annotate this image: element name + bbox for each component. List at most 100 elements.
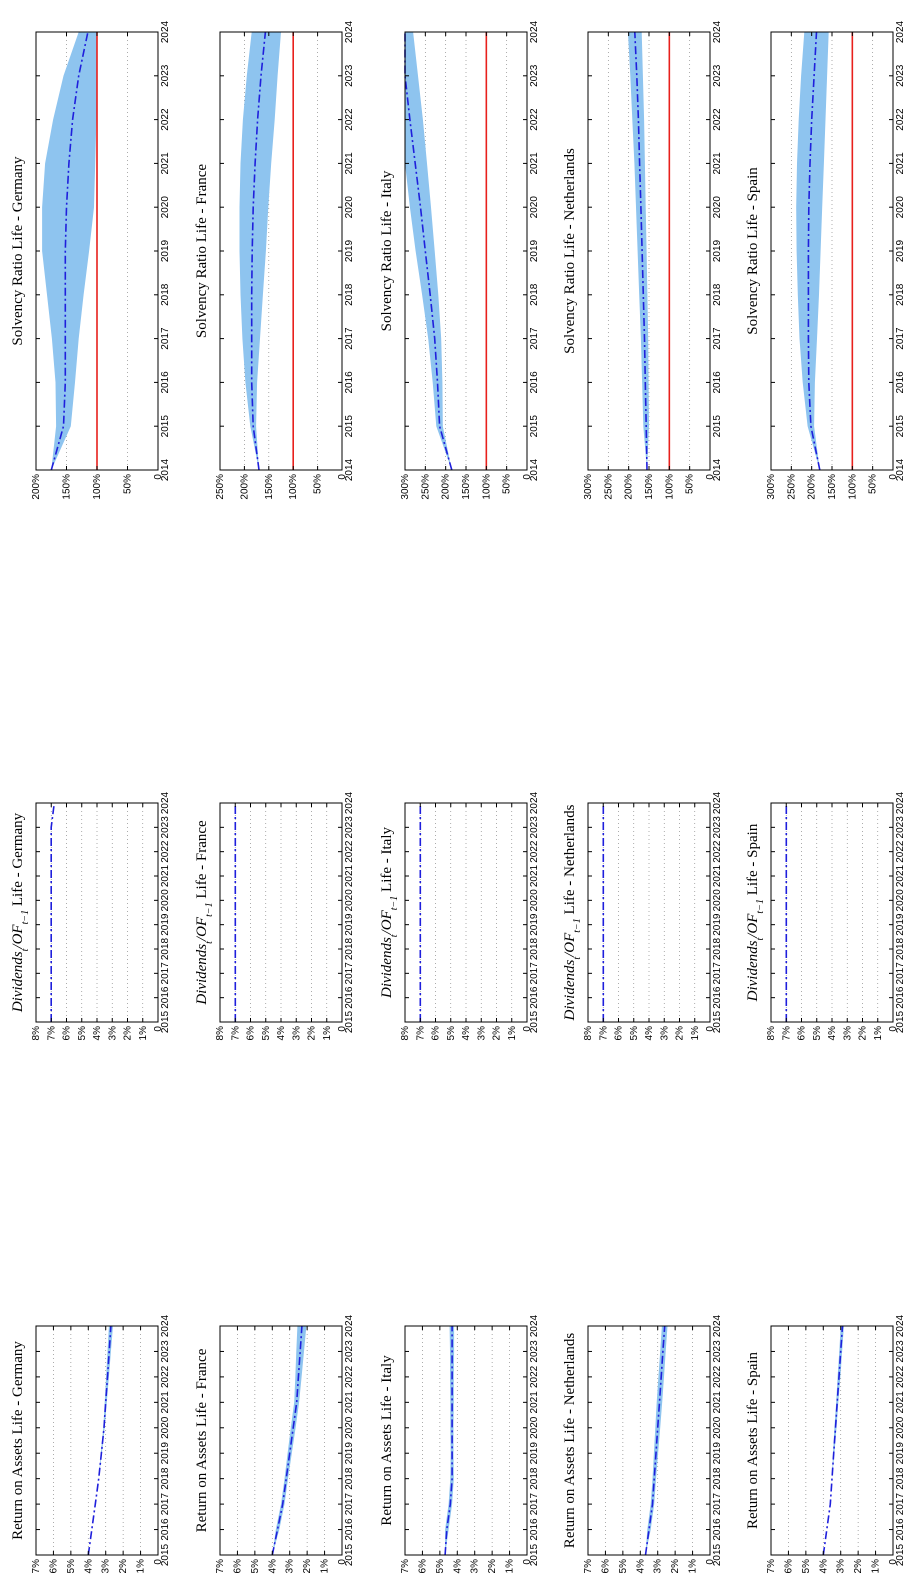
x-tick-label: 2022 [529, 1365, 540, 1388]
chart-title: Solvency Ratio Life - Italy [379, 170, 395, 331]
plot-frame [770, 1325, 894, 1556]
x-tick-label: 2022 [344, 1365, 355, 1388]
chart-title: Return on Assets Life - France [194, 1348, 210, 1532]
y-tick-label: 2% [675, 1026, 686, 1041]
x-tick-label: 2019 [344, 913, 355, 936]
y-tick-label: 3% [285, 1559, 296, 1574]
x-tick-label: 2022 [529, 840, 540, 863]
x-tick-label: 2023 [895, 816, 906, 839]
x-tick-label: 2021 [529, 864, 540, 887]
y-tick-label: 4% [452, 1559, 463, 1574]
x-tick-label: 2017 [895, 962, 906, 985]
y-tick-label: 8% [215, 1026, 226, 1041]
x-tick-label: 2015 [895, 1010, 906, 1033]
x-tick-label: 2022 [712, 108, 723, 131]
y-tick-label: 50% [502, 474, 513, 494]
x-tick-label: 2021 [529, 152, 540, 175]
y-tick-label: 5% [77, 1026, 88, 1041]
y-tick-label: 7% [215, 1559, 226, 1574]
x-tick-label: 2016 [344, 986, 355, 1009]
y-tick-label: 4% [635, 1559, 646, 1574]
y-tick-label: 6% [246, 1026, 257, 1041]
x-tick-label: 2020 [895, 196, 906, 219]
x-tick-label: 2015 [344, 415, 355, 438]
confidence-band [796, 32, 829, 470]
chart-panel-14: 2014 2015 2016 2017 2018 2019 2020 2021 2022 2023… [745, 20, 906, 499]
chart-panel-4: 2015 2016 2017 2018 2019 2020 2021 2022 2023 2024… [745, 1314, 906, 1573]
x-tick-label: 2020 [712, 889, 723, 912]
x-tick-label: 2024 [895, 20, 906, 43]
x-tick-label: 2024 [344, 791, 355, 814]
y-tick-label: 5% [435, 1559, 446, 1574]
plot-frame [587, 1325, 711, 1556]
x-tick-label: 2019 [344, 1442, 355, 1465]
x-tick-label: 2018 [712, 937, 723, 960]
x-tick-label: 2019 [712, 239, 723, 262]
y-tick-label: 8% [583, 1026, 594, 1041]
x-tick-label: 2014 [895, 458, 906, 481]
median-line [271, 1325, 303, 1556]
x-tick-label: 2020 [160, 1416, 171, 1439]
chart-title: Dividendst/OFt−1 Life - Italy [379, 826, 400, 999]
chart-title: Dividendst/OFt−1 Life - Germany [10, 812, 31, 1013]
x-tick-label: 2016 [529, 986, 540, 1009]
x-tick-label: 2020 [895, 889, 906, 912]
x-tick-label: 2016 [712, 986, 723, 1009]
x-tick-label: 2019 [529, 239, 540, 262]
y-tick-label: 1% [690, 1026, 701, 1041]
y-tick-label: 1% [688, 1559, 699, 1574]
median-line [50, 31, 89, 471]
y-tick-label: 150% [644, 474, 655, 500]
y-tick-label: 50% [313, 474, 324, 494]
y-tick-label: 0 [153, 1559, 164, 1565]
x-tick-label: 2022 [344, 840, 355, 863]
x-tick-label: 2015 [712, 1543, 723, 1566]
x-tick-label: 2022 [529, 108, 540, 131]
y-tick-label: 2% [307, 1026, 318, 1041]
x-tick-label: 2024 [344, 1314, 355, 1337]
x-tick-label: 2017 [160, 327, 171, 350]
y-tick-label: 200% [239, 474, 250, 500]
x-tick-label: 2021 [344, 864, 355, 887]
plot-frame [219, 31, 343, 471]
x-tick-label: 2018 [160, 283, 171, 306]
y-tick-label: 7% [415, 1026, 426, 1041]
x-tick-label: 2018 [160, 1467, 171, 1490]
x-tick-label: 2017 [895, 1493, 906, 1516]
x-tick-label: 2023 [529, 64, 540, 87]
x-tick-label: 2020 [712, 1416, 723, 1439]
x-tick-label: 2022 [895, 1365, 906, 1388]
chart-title: Return on Assets Life - Spain [745, 1351, 761, 1529]
x-tick-label: 2021 [895, 1391, 906, 1414]
y-tick-label: 300% [766, 474, 777, 500]
x-tick-label: 2016 [529, 371, 540, 394]
x-tick-label: 2019 [895, 239, 906, 262]
x-tick-label: 2022 [712, 1365, 723, 1388]
x-tick-label: 2018 [529, 283, 540, 306]
y-tick-label: 100% [664, 474, 675, 500]
y-tick-label: 8% [766, 1026, 777, 1041]
x-tick-label: 2017 [160, 1493, 171, 1516]
y-tick-label: 5% [250, 1559, 261, 1574]
y-tick-label: 0 [337, 1559, 348, 1565]
x-tick-label: 2016 [895, 1518, 906, 1541]
plot-frame [404, 1325, 528, 1556]
plot-frame [35, 1325, 159, 1556]
x-tick-label: 2023 [712, 64, 723, 87]
x-tick-label: 2018 [712, 283, 723, 306]
confidence-band [239, 32, 281, 470]
chart-title: Solvency Ratio Life - Germany [10, 156, 26, 346]
x-tick-label: 2020 [344, 889, 355, 912]
median-line [644, 1325, 666, 1556]
x-tick-label: 2016 [529, 1518, 540, 1541]
y-tick-label: 3% [291, 1026, 302, 1041]
median-line [807, 31, 821, 471]
x-tick-label: 2020 [529, 196, 540, 219]
median-line [250, 31, 267, 471]
y-tick-label: 50% [868, 474, 879, 494]
x-tick-label: 2020 [160, 196, 171, 219]
y-tick-label: 0 [705, 1026, 716, 1032]
x-tick-label: 2017 [712, 1493, 723, 1516]
y-tick-label: 3% [842, 1026, 853, 1041]
